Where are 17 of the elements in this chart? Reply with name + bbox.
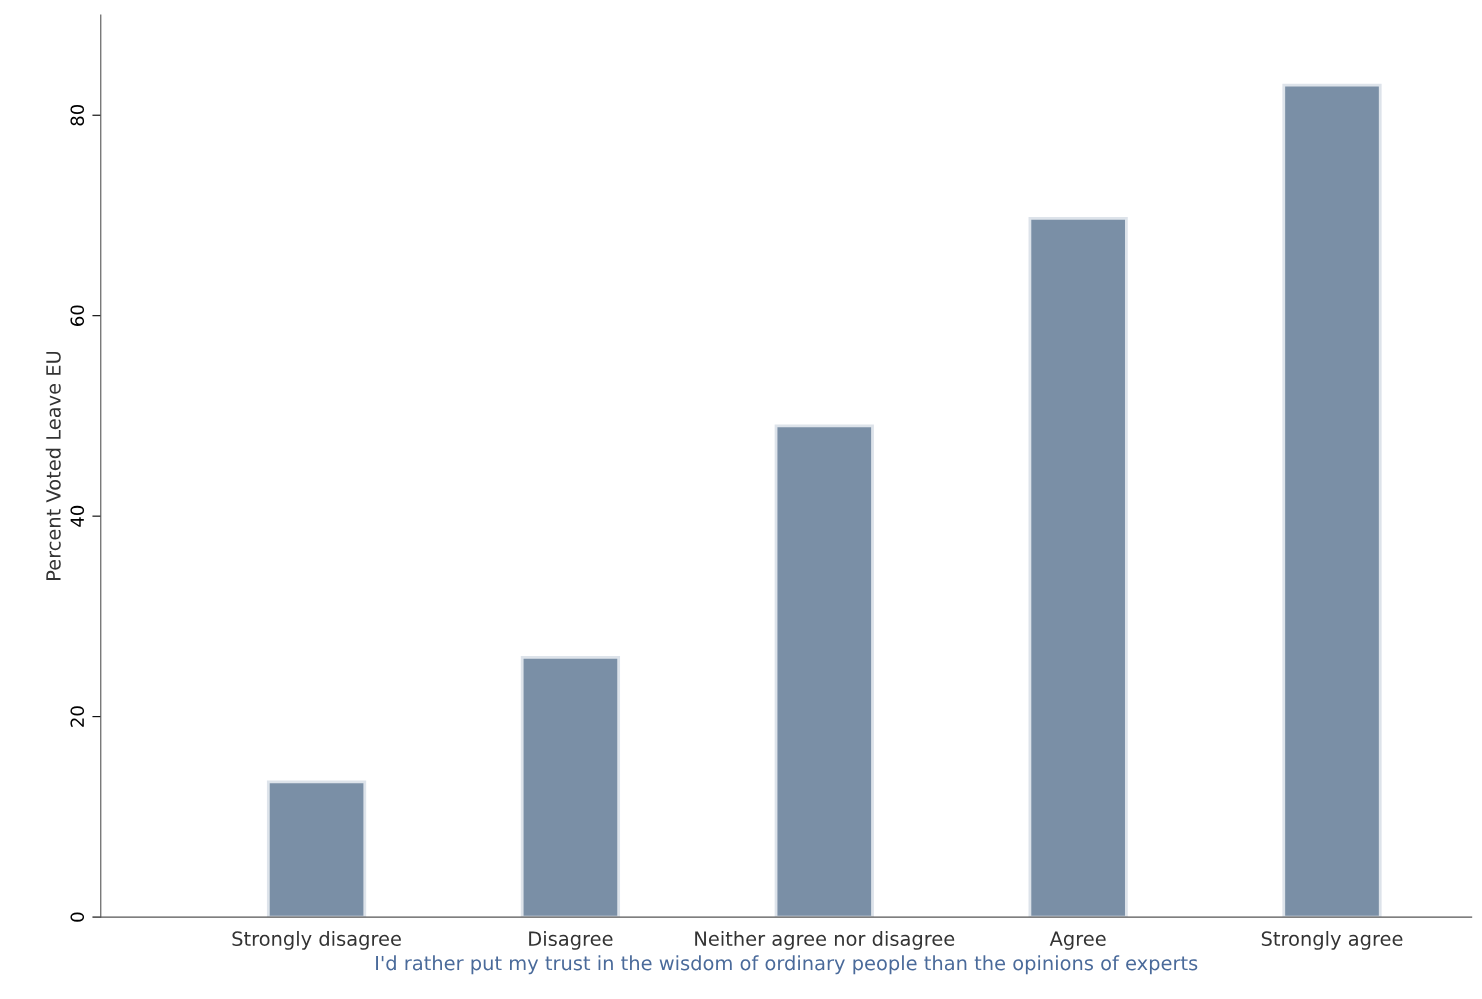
y-tick-label: 40: [70, 505, 85, 527]
x-tick-label: Strongly agree: [1261, 930, 1403, 950]
y-tick-label: 60: [70, 305, 85, 326]
bar: [520, 656, 621, 918]
y-axis-title: Percent Voted Leave EU: [45, 351, 61, 580]
x-axis-title: I'd rather put my trust in the wisdom of ordinary people than the opinions of experts: [376, 955, 1198, 975]
bar: [1028, 217, 1128, 918]
y-tick-label: 20: [70, 706, 85, 727]
bar: [774, 424, 874, 918]
bar: [266, 780, 367, 918]
x-tick-label: Agree: [1049, 931, 1106, 950]
x-tick-label: Disagree: [529, 930, 613, 950]
x-tick-label: Neither agree nor disagree: [695, 930, 955, 950]
x-tick-label: Strongly disagree: [232, 930, 401, 950]
y-tick-label: 0: [70, 912, 85, 922]
bar: [1282, 83, 1382, 918]
y-tick-label: 80: [70, 104, 85, 126]
